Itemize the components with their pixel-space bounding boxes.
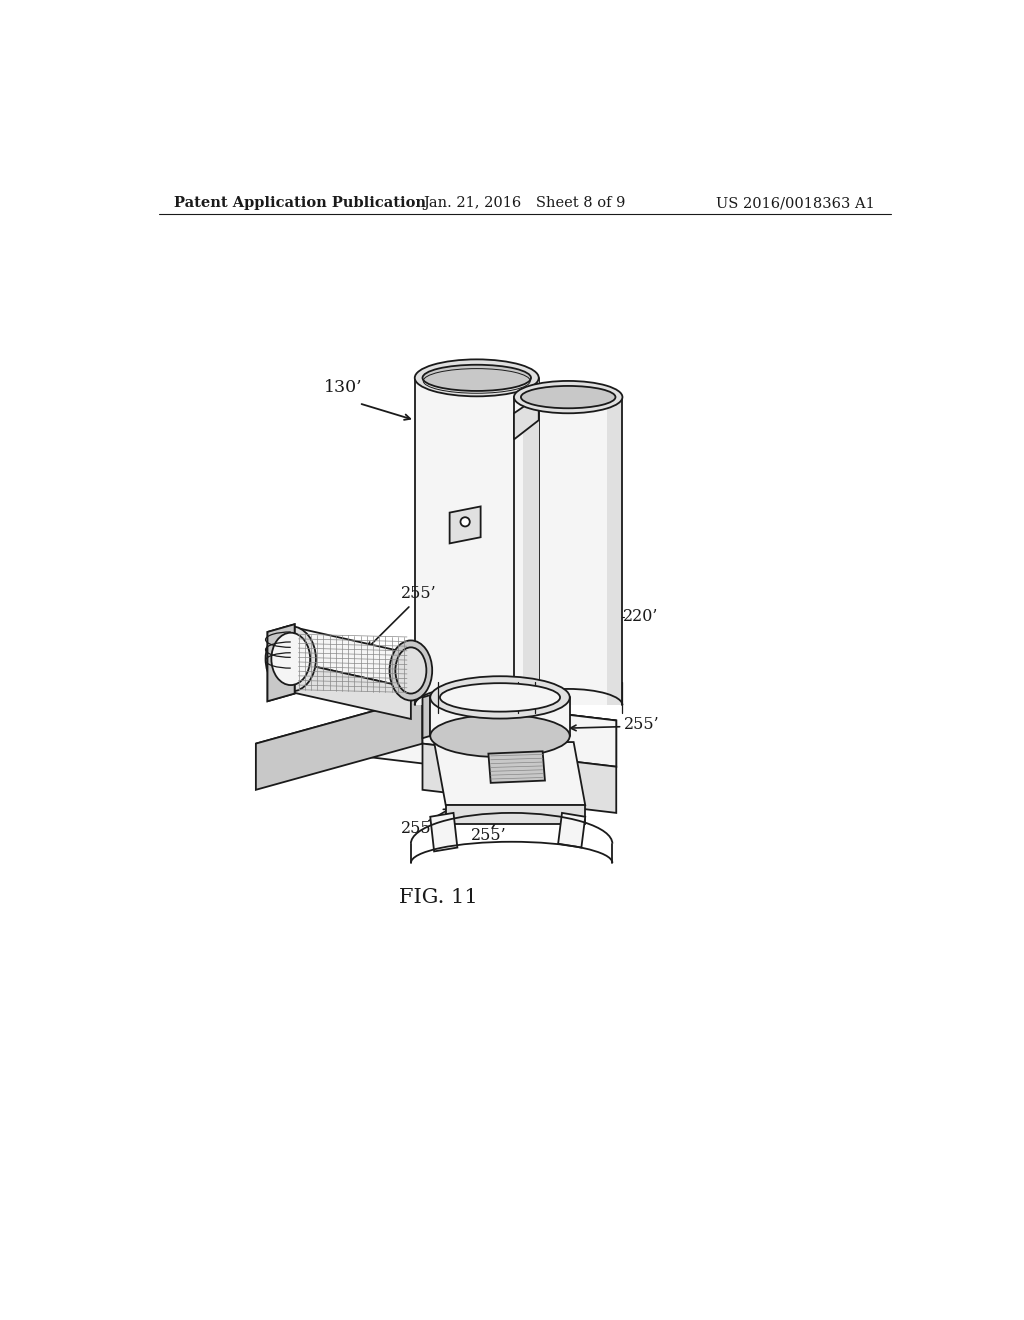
- Text: 255’: 255’: [471, 828, 506, 845]
- Text: 255’: 255’: [400, 820, 436, 837]
- Ellipse shape: [430, 714, 569, 758]
- Ellipse shape: [521, 385, 615, 408]
- Ellipse shape: [265, 626, 316, 692]
- Polygon shape: [423, 697, 616, 767]
- Polygon shape: [256, 697, 616, 767]
- Polygon shape: [450, 507, 480, 544]
- Polygon shape: [415, 378, 539, 705]
- Polygon shape: [514, 396, 539, 440]
- Ellipse shape: [430, 676, 569, 718]
- Polygon shape: [445, 805, 586, 825]
- Polygon shape: [291, 627, 411, 688]
- Polygon shape: [267, 659, 295, 701]
- Ellipse shape: [271, 632, 310, 685]
- Text: 220’: 220’: [623, 609, 657, 626]
- Ellipse shape: [514, 381, 623, 413]
- Ellipse shape: [440, 684, 560, 711]
- Polygon shape: [423, 697, 616, 767]
- Polygon shape: [291, 661, 411, 719]
- Text: 255’: 255’: [400, 585, 436, 602]
- Ellipse shape: [423, 364, 531, 391]
- Text: Patent Application Publication: Patent Application Publication: [174, 197, 427, 210]
- Text: FIG. 11: FIG. 11: [398, 888, 477, 907]
- Ellipse shape: [389, 640, 432, 701]
- Polygon shape: [523, 378, 539, 705]
- Text: 255’: 255’: [624, 715, 659, 733]
- Polygon shape: [488, 751, 545, 783]
- Circle shape: [461, 517, 470, 527]
- Polygon shape: [514, 397, 623, 705]
- Text: Jan. 21, 2016 Sheet 8 of 9: Jan. 21, 2016 Sheet 8 of 9: [424, 197, 626, 210]
- Polygon shape: [430, 813, 458, 851]
- Polygon shape: [434, 742, 586, 805]
- Ellipse shape: [415, 359, 539, 396]
- Polygon shape: [607, 397, 623, 705]
- Polygon shape: [430, 697, 569, 737]
- Text: US 2016/0018363 A1: US 2016/0018363 A1: [717, 197, 876, 210]
- Text: 130’: 130’: [325, 379, 362, 396]
- Polygon shape: [267, 624, 295, 701]
- Ellipse shape: [395, 647, 426, 693]
- Polygon shape: [423, 696, 430, 738]
- Polygon shape: [256, 697, 423, 789]
- Polygon shape: [267, 624, 295, 667]
- Polygon shape: [558, 813, 586, 847]
- Polygon shape: [423, 743, 616, 813]
